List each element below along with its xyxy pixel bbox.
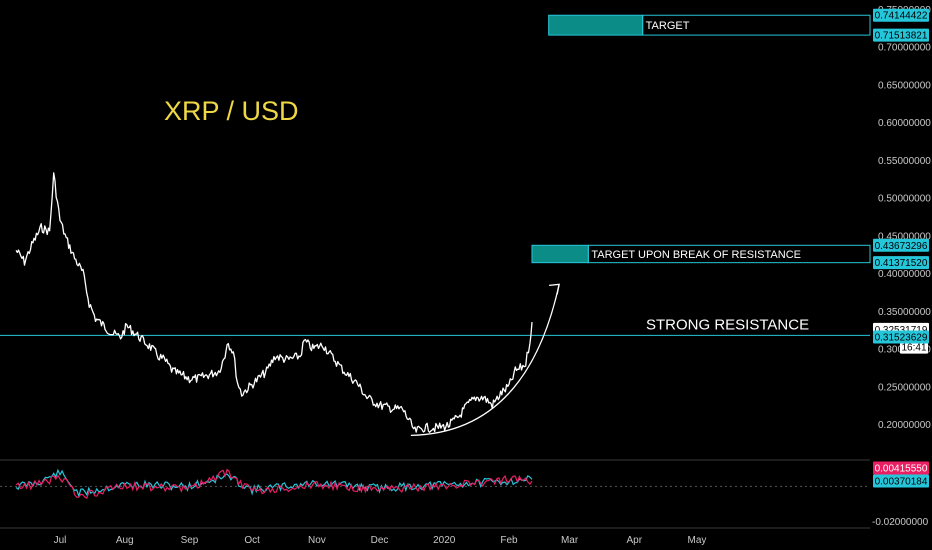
time-tick-label: Jul	[54, 535, 67, 546]
oscillator-label-box	[873, 461, 929, 475]
resistance-label: STRONG RESISTANCE	[646, 316, 809, 333]
price-label: 0.74144422	[875, 11, 928, 22]
time-tick-label: 2020	[433, 535, 456, 546]
target-zone-label: TARGET UPON BREAK OF RESISTANCE	[591, 249, 801, 261]
price-label-box	[873, 256, 929, 270]
price-tick-label: 0.55000000	[878, 156, 931, 167]
chart-title: XRP / USD	[164, 96, 299, 126]
price-label: 0.43673296	[875, 241, 928, 252]
oscillator-tick-label: -0.02000000	[872, 517, 929, 528]
time-tick-label: Nov	[308, 535, 326, 546]
price-label-box	[900, 340, 928, 354]
price-label-box	[873, 330, 929, 344]
oscillator-pane	[0, 468, 870, 500]
time-tick-label: Aug	[116, 535, 134, 546]
price-tick-label: 0.70000000	[878, 43, 931, 54]
oscillator-series-0[interactable]	[15, 468, 533, 498]
price-tick-label: 0.40000000	[878, 269, 931, 280]
price-label: 16:41	[901, 343, 926, 354]
price-tick-label: 0.20000000	[878, 420, 931, 431]
target-zone-label: TARGET	[646, 20, 690, 32]
time-tick-label: Apr	[627, 535, 643, 546]
price-tick-label: 0.50000000	[878, 194, 931, 205]
target-zone-box[interactable]	[548, 14, 644, 36]
price-label: 0.71513821	[875, 31, 928, 42]
oscillator-label: 0.00415550	[875, 464, 928, 475]
price-axis[interactable]: 0.750000000.700000000.650000000.60000000…	[872, 5, 931, 528]
price-label-box	[873, 8, 929, 22]
price-label: 0.41371520	[875, 258, 928, 269]
price-tick-label: 0.25000000	[878, 382, 931, 393]
time-tick-label: Oct	[244, 535, 260, 546]
target-zone-extension	[587, 244, 871, 264]
price-label: 0.32531719	[875, 325, 928, 336]
time-tick-label: Feb	[500, 535, 518, 546]
oscillator-label: 0.00370184	[875, 477, 928, 488]
price-tick-label: 0.45000000	[878, 231, 931, 242]
price-pane: TARGET TARGET UPON BREAK OF RESISTANCE STR…	[0, 14, 871, 529]
price-tick-label: 0.35000000	[878, 307, 931, 318]
target-zone-box[interactable]	[531, 244, 589, 264]
time-tick-label: Dec	[371, 535, 389, 546]
time-axis[interactable]: Jul Aug Sep Oct Nov Dec 2020 Feb Mar Apr May	[54, 535, 707, 546]
projection-arrow[interactable]	[410, 284, 560, 436]
oscillator-series-1[interactable]	[15, 468, 533, 500]
price-series-line[interactable]	[15, 172, 533, 433]
price-tick-label: 0.60000000	[878, 118, 931, 129]
time-tick-label: May	[688, 535, 707, 546]
projection-arrowhead	[549, 283, 560, 295]
price-tick-label: 0.65000000	[878, 80, 931, 91]
oscillator-label-box	[873, 474, 929, 488]
price-label-box	[873, 28, 929, 42]
price-label: 0.31523629	[875, 333, 928, 344]
target-zone-extension	[642, 14, 871, 36]
time-tick-label: Mar	[561, 535, 579, 546]
time-tick-label: Sep	[181, 535, 199, 546]
price-label-box	[873, 238, 929, 252]
